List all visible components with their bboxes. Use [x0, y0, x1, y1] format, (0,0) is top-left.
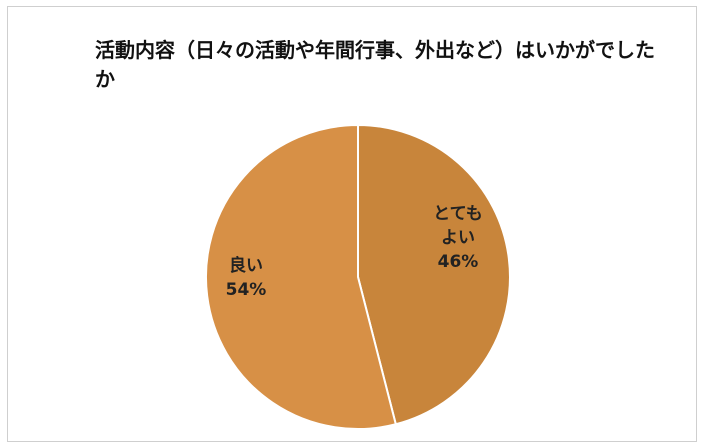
pie-slices: [205, 123, 511, 430]
slice-category-label: よい: [441, 228, 475, 248]
slice-category-label: とても: [433, 204, 483, 224]
slice-category-label: 良い: [229, 255, 263, 276]
slice-percent-label: 54%: [226, 280, 267, 300]
chart-title: 活動内容（日々の活動や年間行事、外出など）はいかがでしたか: [95, 38, 655, 91]
pie-slice: [205, 123, 398, 430]
pie-slice: [357, 123, 511, 426]
slice-percent-label: 46%: [438, 252, 479, 272]
